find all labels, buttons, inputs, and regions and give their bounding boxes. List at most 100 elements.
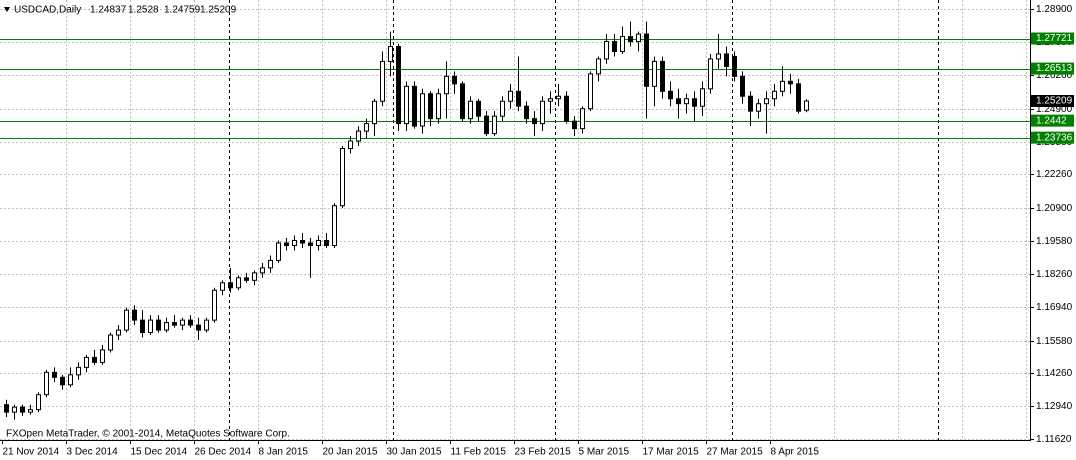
candle-body-up bbox=[596, 58, 601, 75]
candle-body-up bbox=[148, 319, 153, 334]
candle-body-up bbox=[492, 115, 497, 135]
candle-body-up bbox=[340, 147, 345, 207]
candle-body-up bbox=[436, 93, 441, 120]
levels bbox=[0, 39, 1030, 139]
y-tick-label: 1.12940 bbox=[1036, 401, 1073, 412]
candle-body-up bbox=[364, 123, 369, 132]
y-tick-label: 1.14260 bbox=[1036, 368, 1073, 379]
y-tick-label: 1.20900 bbox=[1036, 203, 1073, 214]
candle-body-up bbox=[236, 277, 241, 289]
candle-body-up bbox=[108, 334, 113, 351]
candle-body-up bbox=[252, 272, 257, 281]
level-box bbox=[1031, 62, 1074, 75]
candle-body-up bbox=[28, 409, 33, 413]
candle-body-up bbox=[204, 319, 209, 331]
candle-body-up bbox=[180, 319, 185, 326]
y-tick-label: 1.28900 bbox=[1036, 4, 1073, 15]
candle-body-up bbox=[212, 289, 217, 321]
candle-body-down bbox=[484, 115, 489, 135]
footer: FXOpen MetaTrader, © 2001-2014, MetaQuot… bbox=[6, 429, 290, 440]
candle-body-down bbox=[732, 55, 737, 77]
candle-body-up bbox=[508, 90, 513, 102]
candle-body-down bbox=[4, 404, 9, 413]
candle-body-up bbox=[580, 108, 585, 130]
candle-body-up bbox=[684, 98, 689, 105]
candle-body-down bbox=[644, 33, 649, 87]
candle-body-up bbox=[292, 240, 297, 246]
candle-body-down bbox=[60, 376, 65, 386]
candle-body-up bbox=[772, 90, 777, 100]
y-tick-label: 1.24900 bbox=[1036, 104, 1073, 115]
y-tick-label: 1.22260 bbox=[1036, 169, 1073, 180]
header-high: 1.2528 bbox=[128, 5, 159, 16]
x-tick-label: 8 Apr 2015 bbox=[771, 447, 820, 458]
symbol: USDCAD,Daily bbox=[14, 5, 81, 16]
candle-body-down bbox=[572, 120, 577, 130]
header-icon bbox=[4, 7, 10, 12]
candle-body-down bbox=[796, 83, 801, 112]
candle-body-up bbox=[332, 205, 337, 246]
candle-body-up bbox=[68, 374, 73, 386]
candle-body-up bbox=[540, 100, 545, 125]
candle-body-up bbox=[500, 100, 505, 117]
x-tick-label: 21 Nov 2014 bbox=[3, 447, 60, 458]
candle-body-down bbox=[188, 319, 193, 326]
header: USDCAD,Daily 1.24837 1.2528 1.24759 1.25… bbox=[14, 5, 237, 16]
candle-body-up bbox=[12, 406, 17, 413]
candle-body-down bbox=[20, 406, 25, 413]
candle-body-down bbox=[132, 309, 137, 321]
candle-body-up bbox=[556, 95, 561, 100]
candle-body-down bbox=[228, 282, 233, 289]
candle-body-up bbox=[604, 41, 609, 60]
candle-body-down bbox=[452, 75, 457, 85]
candle-body-up bbox=[388, 46, 393, 62]
level-label: 1.27721 bbox=[1036, 33, 1073, 44]
candle-body-down bbox=[396, 46, 401, 125]
candle-body-down bbox=[612, 41, 617, 52]
candle-body-up bbox=[620, 36, 625, 52]
candle-body-down bbox=[564, 95, 569, 122]
candle-body-down bbox=[692, 98, 697, 107]
y-tick-label: 1.26260 bbox=[1036, 70, 1073, 81]
candle-body-down bbox=[460, 83, 465, 120]
x-tick-label: 20 Jan 2015 bbox=[323, 447, 378, 458]
candle-body-down bbox=[52, 371, 57, 378]
grid bbox=[0, 0, 1030, 440]
x-tick-label: 5 Mar 2015 bbox=[579, 447, 630, 458]
candle-body-up bbox=[804, 100, 809, 111]
candle-body-up bbox=[372, 100, 377, 125]
candle-body-up bbox=[276, 242, 281, 261]
candle-body-down bbox=[660, 60, 665, 92]
candle-body-up bbox=[404, 85, 409, 125]
candle-body-up bbox=[764, 98, 769, 105]
candle-body-up bbox=[316, 240, 321, 246]
x-tick-label: 26 Dec 2014 bbox=[195, 447, 252, 458]
candle-body-down bbox=[300, 240, 305, 244]
current-price-box bbox=[1031, 95, 1074, 108]
candle-body-up bbox=[700, 88, 705, 107]
y-tick-label: 1.19580 bbox=[1036, 236, 1073, 247]
candle-body-up bbox=[652, 60, 657, 87]
candle-body-down bbox=[172, 322, 177, 326]
candle-body-up bbox=[164, 322, 169, 331]
candle-body-up bbox=[444, 75, 449, 95]
candle-body-down bbox=[428, 93, 433, 120]
candle-body-up bbox=[420, 93, 425, 127]
x-tick-label: 3 Dec 2014 bbox=[67, 447, 119, 458]
candle-body-down bbox=[412, 85, 417, 127]
candle-body-down bbox=[244, 277, 249, 281]
candle-body-down bbox=[92, 356, 97, 363]
x-tick-label: 23 Feb 2015 bbox=[515, 447, 572, 458]
candle-body-down bbox=[308, 242, 313, 246]
candle-body-down bbox=[516, 90, 521, 107]
candle-body-down bbox=[532, 118, 537, 125]
candle-body-down bbox=[668, 90, 673, 100]
x-tick-label: 30 Jan 2015 bbox=[387, 447, 442, 458]
candle-body-down bbox=[748, 95, 753, 112]
x-tick-label: 8 Jan 2015 bbox=[259, 447, 309, 458]
x-tick-label: 15 Dec 2014 bbox=[131, 447, 188, 458]
candle-body-down bbox=[156, 319, 161, 331]
candle-body-down bbox=[788, 80, 793, 85]
x-tick-label: 17 Mar 2015 bbox=[643, 447, 700, 458]
